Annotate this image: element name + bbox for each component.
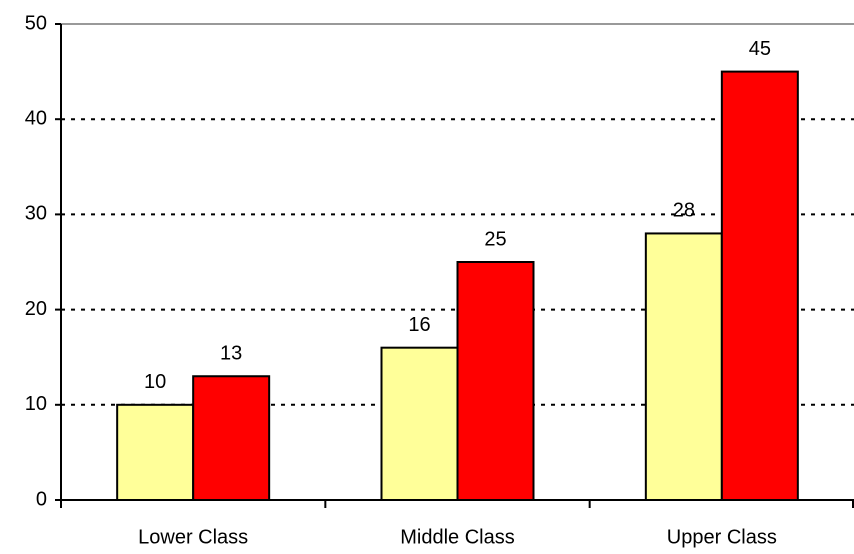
y-tick-label: 20	[25, 298, 47, 320]
y-tick-label: 10	[25, 393, 47, 415]
data-label: 25	[484, 228, 506, 250]
x-tick-label: Upper Class	[667, 526, 777, 548]
data-label: 13	[220, 343, 242, 365]
data-label: 45	[749, 38, 771, 60]
y-tick-label: 50	[25, 12, 47, 34]
bar	[720, 70, 799, 501]
data-label: 16	[408, 314, 430, 336]
y-tick-label: 30	[25, 203, 47, 225]
bar	[380, 346, 459, 501]
y-tick-label: 40	[25, 107, 47, 129]
data-label: 10	[144, 371, 166, 393]
bar	[116, 403, 195, 501]
y-tick-label: 0	[36, 488, 47, 510]
bar	[456, 261, 535, 501]
bar	[192, 375, 271, 501]
bar	[644, 232, 723, 501]
x-tick-label: Middle Class	[400, 526, 514, 548]
x-tick-label: Lower Class	[138, 526, 248, 548]
data-label: 28	[673, 200, 695, 222]
